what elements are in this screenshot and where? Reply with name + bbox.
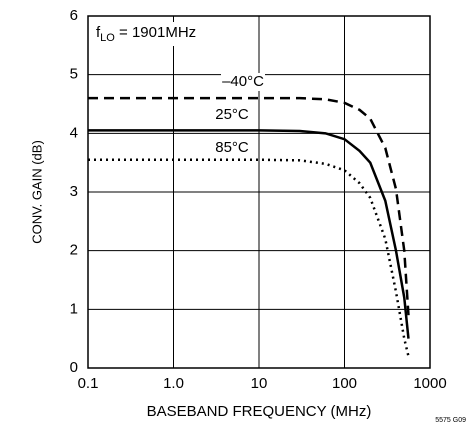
annotation-sub: LO xyxy=(100,32,115,44)
series-label-bg xyxy=(210,106,254,124)
x-tick-label: 0.1 xyxy=(78,375,99,392)
y-tick-label: 2 xyxy=(70,242,78,259)
series-label: –40°C xyxy=(222,73,264,90)
annotation: fLO = 1901MHz xyxy=(96,24,196,44)
figure-id: 5575 G09 xyxy=(435,417,466,424)
x-tick-label: 10 xyxy=(251,375,268,392)
x-tick-label: 1000 xyxy=(413,375,446,392)
annotation-bg xyxy=(92,22,214,46)
x-axis-label: BASEBAND FREQUENCY (MHz) xyxy=(147,403,372,420)
y-tick-label: 5 xyxy=(70,66,78,83)
series-line xyxy=(88,96,410,316)
y-tick-label: 1 xyxy=(70,300,78,317)
plot-frame xyxy=(87,15,431,369)
series-label-bg xyxy=(210,139,254,157)
series-label: 85°C xyxy=(215,139,249,156)
y-tick-label: 0 xyxy=(70,359,78,376)
annotation-f: f xyxy=(96,24,101,41)
series-line xyxy=(88,129,410,339)
y-tick-label: 6 xyxy=(70,7,78,24)
y-axis-label: CONV. GAIN (dB) xyxy=(29,140,44,244)
series-line xyxy=(88,158,410,357)
x-tick-label: 100 xyxy=(332,375,357,392)
x-tick-label: 1.0 xyxy=(163,375,184,392)
y-tick-label: 4 xyxy=(70,124,78,141)
annotation-rest: = 1901MHz xyxy=(115,24,196,41)
series-label-bg xyxy=(221,73,265,91)
series-label: 25°C xyxy=(215,106,249,123)
y-tick-label: 3 xyxy=(70,183,78,200)
